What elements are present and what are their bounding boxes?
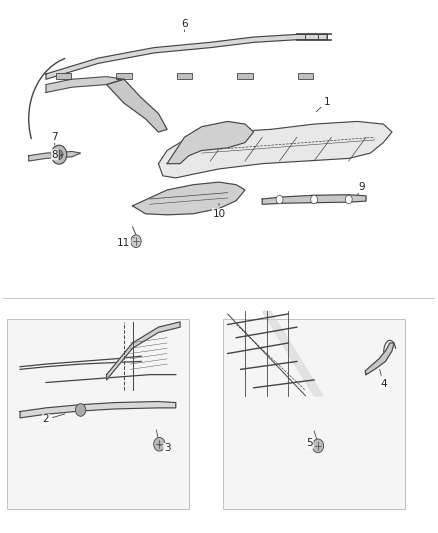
Circle shape bbox=[75, 403, 86, 416]
Text: 3: 3 bbox=[159, 443, 170, 454]
Circle shape bbox=[311, 195, 318, 204]
Circle shape bbox=[154, 438, 165, 451]
Polygon shape bbox=[46, 35, 327, 79]
Polygon shape bbox=[133, 182, 245, 215]
Text: 4: 4 bbox=[380, 369, 387, 389]
Text: 1: 1 bbox=[316, 97, 330, 112]
Text: 9: 9 bbox=[357, 182, 365, 195]
Text: 8: 8 bbox=[51, 150, 64, 160]
Circle shape bbox=[276, 195, 283, 204]
Bar bbox=[177, 73, 192, 79]
Polygon shape bbox=[29, 151, 81, 161]
FancyBboxPatch shape bbox=[7, 319, 189, 509]
Bar bbox=[116, 73, 132, 79]
Circle shape bbox=[55, 150, 63, 159]
Polygon shape bbox=[262, 195, 366, 204]
Circle shape bbox=[131, 235, 141, 247]
Text: 7: 7 bbox=[51, 132, 58, 145]
Text: 2: 2 bbox=[43, 414, 65, 424]
Bar bbox=[237, 73, 253, 79]
Bar bbox=[298, 73, 313, 79]
Polygon shape bbox=[167, 122, 254, 164]
Polygon shape bbox=[106, 79, 167, 132]
Polygon shape bbox=[365, 343, 394, 375]
Text: 10: 10 bbox=[212, 204, 226, 219]
Polygon shape bbox=[262, 311, 323, 395]
Circle shape bbox=[312, 439, 324, 453]
Polygon shape bbox=[20, 401, 176, 418]
Text: 5: 5 bbox=[307, 438, 314, 448]
Polygon shape bbox=[159, 122, 392, 178]
Polygon shape bbox=[46, 77, 124, 92]
Polygon shape bbox=[106, 322, 180, 380]
Text: 11: 11 bbox=[117, 237, 134, 248]
Circle shape bbox=[345, 195, 352, 204]
FancyBboxPatch shape bbox=[223, 319, 405, 509]
Text: 6: 6 bbox=[181, 19, 188, 32]
Bar bbox=[56, 73, 71, 79]
Circle shape bbox=[51, 145, 67, 164]
